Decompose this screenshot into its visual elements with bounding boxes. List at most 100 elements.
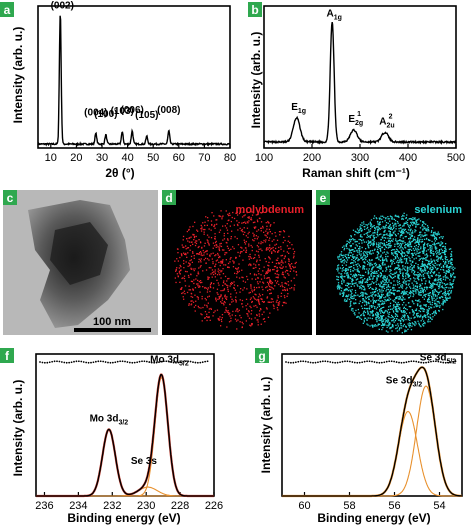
x-tick-label: 236 — [35, 500, 53, 512]
map-pixel — [348, 239, 351, 241]
map-pixel — [372, 277, 374, 279]
map-pixel — [376, 321, 378, 323]
map-pixel — [343, 247, 346, 249]
map-pixel — [377, 276, 380, 278]
map-pixel — [210, 237, 213, 239]
map-pixel — [431, 246, 433, 248]
map-pixel — [220, 210, 222, 212]
residual-dot — [331, 361, 334, 364]
map-pixel — [437, 251, 439, 254]
map-pixel — [419, 241, 421, 243]
map-pixel — [431, 295, 433, 298]
map-pixel — [279, 234, 281, 236]
map-pixel — [445, 299, 447, 301]
map-pixel — [419, 273, 421, 275]
map-pixel — [373, 275, 375, 277]
panel-c-badge — [3, 190, 17, 205]
map-pixel — [416, 288, 418, 290]
residual-dot — [131, 361, 134, 364]
map-pixel — [198, 245, 200, 248]
map-pixel — [280, 292, 283, 294]
map-pixel — [227, 213, 229, 215]
map-pixel — [375, 294, 377, 296]
map-pixel — [214, 310, 216, 312]
map-pixel — [431, 287, 433, 290]
map-pixel — [444, 251, 446, 253]
map-pixel — [184, 253, 186, 255]
residual-dot — [388, 360, 391, 363]
map-pixel — [408, 305, 410, 308]
map-pixel — [346, 274, 348, 276]
map-pixel — [259, 310, 261, 312]
map-pixel — [386, 324, 388, 326]
map-pixel — [281, 267, 283, 269]
map-pixel — [409, 236, 411, 238]
map-pixel — [381, 289, 383, 291]
map-pixel — [395, 297, 398, 299]
map-pixel — [398, 287, 400, 289]
map-pixel — [394, 223, 396, 225]
map-pixel — [429, 239, 431, 242]
residual-dot — [172, 361, 175, 364]
map-pixel — [402, 248, 404, 250]
map-pixel — [427, 274, 429, 276]
map-pixel — [367, 296, 369, 298]
map-pixel — [439, 286, 441, 288]
map-pixel — [276, 282, 278, 284]
map-pixel — [264, 241, 267, 243]
map-pixel — [384, 244, 386, 246]
map-pixel — [355, 263, 357, 266]
map-pixel — [438, 276, 440, 278]
map-pixel — [260, 323, 262, 325]
map-pixel — [354, 247, 357, 249]
map-pixel — [255, 235, 257, 237]
map-pixel — [428, 281, 431, 283]
map-pixel — [234, 318, 237, 320]
map-pixel — [445, 298, 447, 300]
residual-dot — [177, 361, 180, 364]
map-pixel — [425, 229, 427, 231]
map-pixel — [430, 307, 433, 309]
map-pixel — [374, 272, 377, 274]
map-pixel — [266, 296, 269, 298]
map-pixel — [419, 291, 422, 294]
map-pixel — [275, 276, 277, 278]
map-pixel — [415, 290, 417, 292]
map-pixel — [351, 279, 354, 282]
map-pixel — [443, 271, 445, 273]
map-pixel — [268, 285, 271, 288]
map-pixel — [398, 275, 400, 277]
map-pixel — [226, 280, 228, 282]
map-pixel — [207, 241, 209, 244]
map-pixel — [363, 275, 365, 277]
map-pixel — [378, 319, 380, 321]
map-pixel — [429, 244, 431, 247]
map-pixel — [274, 265, 277, 268]
map-pixel — [442, 245, 445, 247]
map-pixel — [224, 225, 226, 227]
map-pixel — [263, 275, 265, 277]
map-pixel — [372, 315, 375, 317]
map-pixel — [244, 247, 247, 249]
map-pixel — [434, 246, 436, 248]
map-pixel — [451, 264, 453, 266]
residual-dot — [68, 361, 71, 364]
map-pixel — [215, 298, 217, 300]
map-pixel — [383, 244, 385, 246]
map-pixel — [201, 295, 203, 298]
peak-label-sub: 2g — [355, 120, 363, 127]
map-pixel — [288, 252, 290, 254]
map-pixel — [188, 285, 190, 287]
map-pixel — [401, 316, 403, 318]
x-tick-label: 20 — [70, 152, 82, 164]
map-pixel — [222, 261, 224, 263]
map-pixel — [272, 288, 275, 290]
map-pixel — [338, 288, 340, 290]
map-pixel — [272, 246, 274, 249]
map-pixel — [258, 264, 260, 266]
map-pixel — [376, 231, 379, 234]
map-pixel — [371, 226, 373, 228]
map-pixel — [261, 300, 264, 303]
map-pixel — [388, 279, 390, 281]
map-pixel — [400, 233, 403, 235]
